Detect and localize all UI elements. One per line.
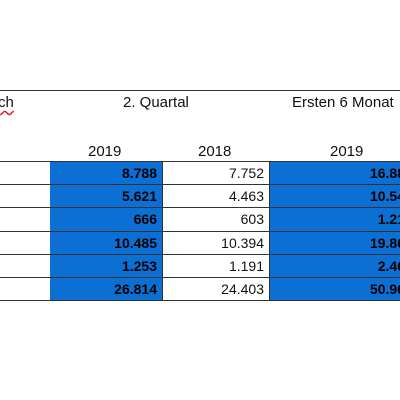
half-year-header: Ersten 6 Monat bbox=[292, 94, 394, 111]
rule bbox=[0, 90, 400, 91]
table-cell: 2.46 bbox=[270, 253, 400, 278]
table-cell: 10.394 bbox=[162, 230, 270, 255]
table-cell: 7.752 bbox=[162, 161, 270, 185]
table-cell: 16.88 bbox=[270, 161, 400, 185]
table-cell: 24.403 bbox=[162, 277, 270, 301]
year-header: 2019 bbox=[330, 143, 364, 160]
table-cell: 26.814 bbox=[50, 277, 162, 301]
table-cell: 10.485 bbox=[50, 230, 162, 255]
table-cell: 603 bbox=[162, 207, 270, 232]
table-cell: 50.96 bbox=[270, 277, 400, 301]
row-rule bbox=[0, 300, 400, 302]
table-cell: 666 bbox=[50, 207, 162, 232]
quarter-header: 2. Quartal bbox=[123, 94, 189, 111]
year-header: 2018 bbox=[198, 143, 232, 160]
table-cell: 8.788 bbox=[50, 161, 162, 185]
table-cell: 5.621 bbox=[50, 184, 162, 208]
table-cell: 1.253 bbox=[50, 253, 162, 278]
table-cell: 19.86 bbox=[270, 230, 400, 255]
row-label-header: ch bbox=[0, 94, 14, 111]
table-cell: 1.21 bbox=[270, 207, 400, 232]
table-cell: 10.54 bbox=[270, 184, 400, 208]
table-cell: 4.463 bbox=[162, 184, 270, 208]
year-header: 2019 bbox=[88, 143, 122, 160]
table-cell: 1.191 bbox=[162, 253, 270, 278]
